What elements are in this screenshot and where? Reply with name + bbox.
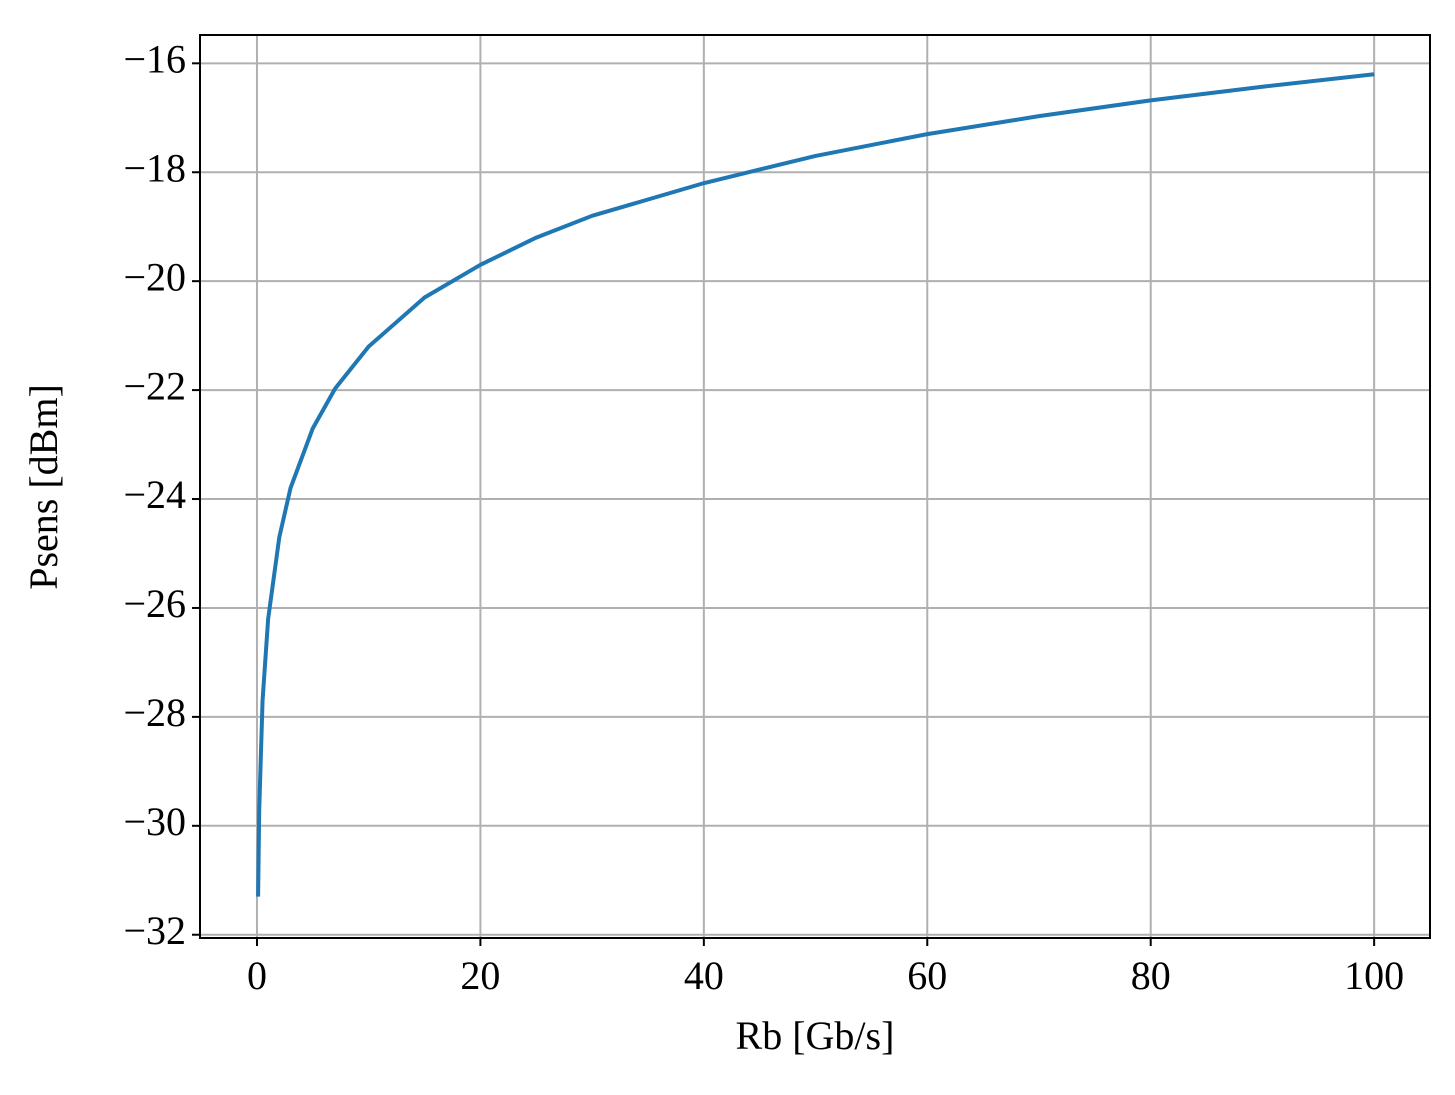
- y-tick-label: −22: [123, 363, 186, 408]
- x-tick-label: 20: [460, 953, 500, 998]
- y-tick-label: −18: [123, 145, 186, 190]
- y-tick-label: −26: [123, 581, 186, 626]
- y-tick-label: −28: [123, 690, 186, 735]
- y-tick-label: −24: [123, 472, 186, 517]
- y-tick-label: −16: [123, 36, 186, 81]
- y-tick-label: −32: [123, 908, 186, 953]
- x-tick-label: 0: [247, 953, 267, 998]
- x-tick-label: 100: [1344, 953, 1404, 998]
- x-tick-label: 40: [684, 953, 724, 998]
- data-line: [256, 72, 1375, 897]
- y-axis-label: Psens [dBm]: [21, 384, 66, 590]
- y-tick-label: −20: [123, 254, 186, 299]
- y-tick-label: −30: [123, 799, 186, 844]
- x-tick-label: 60: [907, 953, 947, 998]
- x-axis-label: Rb [Gb/s]: [736, 1013, 895, 1058]
- x-tick-label: 80: [1131, 953, 1171, 998]
- plot-frame: [199, 34, 1431, 939]
